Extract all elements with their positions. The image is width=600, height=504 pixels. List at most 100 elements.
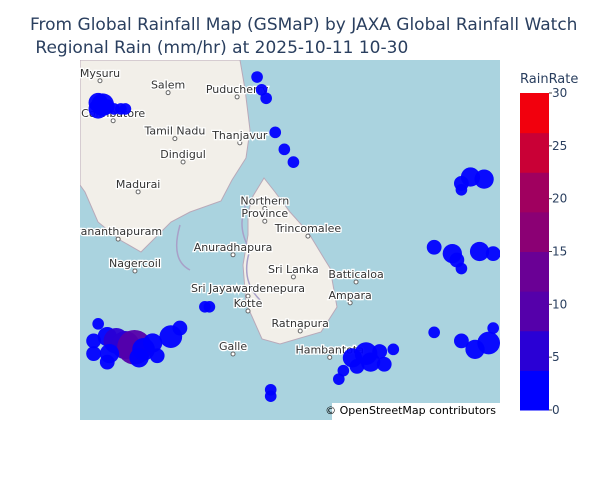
place-label: Sri Lanka (268, 263, 319, 276)
place-label: Madurai (116, 178, 161, 191)
place-dot (115, 236, 121, 242)
place-label: vananthapuram (74, 225, 162, 238)
place-dot (97, 78, 103, 84)
points (86, 71, 500, 402)
place-dot (237, 140, 243, 146)
place-dot (245, 293, 251, 299)
colorbar-tick-label: 25 (552, 139, 567, 153)
place-label: Northern (240, 194, 289, 207)
colorbar-tick-label: 10 (552, 297, 567, 311)
place-dot (230, 351, 236, 357)
rain-point (428, 326, 440, 339)
place-dot (262, 218, 268, 224)
colorbar-tick-label: 20 (552, 192, 567, 206)
rain-point (455, 183, 468, 196)
rain-point (426, 239, 442, 255)
place-label: Ampara (329, 289, 372, 302)
place-dot (297, 328, 303, 334)
rain-point (487, 322, 500, 334)
place-dot (110, 118, 116, 124)
rain-point (251, 71, 263, 83)
colorbar-tick-label: 15 (552, 245, 567, 259)
rain-point (86, 333, 102, 349)
rain-point (129, 348, 149, 368)
rain-point (203, 300, 216, 313)
rain-point (264, 383, 277, 396)
colorbar-band (520, 132, 549, 173)
chart-title: From Global Rainfall Map (GSMaP) by JAXA… (30, 15, 577, 35)
place-dot (290, 274, 296, 280)
colorbar-band (520, 251, 549, 292)
place-dot (305, 233, 311, 239)
place-dot (347, 300, 353, 306)
rain-point (372, 344, 388, 359)
place-dot (353, 279, 359, 285)
colorbar-band (520, 370, 549, 411)
rain-point (454, 333, 469, 349)
place-dot (230, 252, 236, 258)
rain-point (99, 354, 115, 370)
colorbar-tick-label: 30 (552, 86, 567, 100)
rain-point (88, 99, 108, 119)
rain-point (376, 356, 392, 372)
place-label: Ratnapura (272, 317, 329, 330)
rain-point (260, 92, 272, 105)
rain-point (455, 262, 468, 275)
rain-point (86, 346, 102, 362)
rain-point (332, 373, 345, 385)
place-dot (262, 205, 268, 211)
colorbar: 0 5 10 15 20 25 30 (520, 86, 567, 417)
rain-point (119, 103, 132, 115)
place-dot (132, 268, 138, 274)
rain-point (172, 320, 188, 336)
rain-point (255, 83, 268, 96)
place-label: Trincomalee (274, 222, 342, 235)
rain-point (92, 318, 104, 330)
place-label: Puducherry (206, 83, 269, 96)
map: MysuruSalemPuducherryCoimbatoreTamil Nad… (74, 60, 500, 420)
place-label: Tamil Nadu (143, 125, 205, 138)
place-dot (327, 354, 333, 360)
place-dot (245, 308, 251, 314)
place-dot (172, 136, 178, 142)
place-label: Thanjavur (211, 129, 268, 142)
place-dot (180, 159, 186, 165)
place-label: Kotte (234, 297, 263, 310)
colorbar-title: RainRate (520, 72, 578, 87)
place-label: Province (241, 207, 288, 220)
colorbar-tick-label: 0 (552, 403, 560, 417)
attribution: © OpenStreetMap contributors (325, 404, 496, 417)
rain-point (143, 333, 163, 353)
place-label: Salem (151, 79, 185, 92)
rain-point (485, 246, 500, 262)
rain-point (149, 348, 165, 364)
rain-point (469, 241, 490, 262)
colorbar-band (520, 93, 549, 134)
place-dot (165, 90, 171, 96)
colorbar-band (520, 211, 549, 252)
rain-point (269, 126, 282, 139)
chart-subtitle: Regional Rain (mm/hr) at 2025-10-11 10-3… (30, 38, 408, 58)
place-label: Batticaloa (328, 268, 383, 281)
colorbar-band (520, 172, 549, 213)
place-label: Dindigul (160, 148, 206, 161)
colorbar-band (520, 291, 549, 332)
place-label: Sri Jayawardenepura (191, 282, 305, 295)
boundary (175, 199, 261, 301)
rain-point (465, 339, 485, 359)
places: MysuruSalemPuducherryCoimbatoreTamil Nad… (74, 66, 385, 360)
place-label: Mysuru (80, 67, 120, 80)
attribution-box (332, 403, 500, 420)
rain-point (278, 143, 291, 156)
place-label: Galle (219, 340, 247, 353)
place-label: Nagercoil (109, 257, 161, 270)
colorbar-tick-label: 5 (552, 350, 560, 364)
rain-point (387, 343, 400, 356)
rain-point (337, 364, 350, 377)
rain-point (474, 169, 494, 189)
place-dot (135, 189, 141, 195)
colorbar-band (520, 330, 549, 371)
place-dot (234, 94, 240, 100)
